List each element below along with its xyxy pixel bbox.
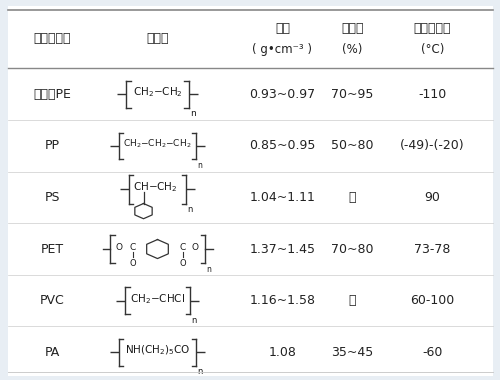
Text: (-49)-(-20): (-49)-(-20) (400, 139, 465, 152)
Text: CH−CH$_2$: CH−CH$_2$ (132, 180, 178, 194)
Text: C: C (180, 244, 186, 252)
Text: NH(CH$_2$)$_5$CO: NH(CH$_2$)$_5$CO (125, 344, 190, 357)
Text: PVC: PVC (40, 294, 65, 307)
Text: O: O (116, 244, 122, 252)
Text: PET: PET (41, 242, 64, 256)
Text: 高密度PE: 高密度PE (34, 88, 72, 101)
Text: PA: PA (45, 346, 60, 359)
Text: 1.16~1.58: 1.16~1.58 (250, 294, 316, 307)
Text: C: C (130, 244, 136, 252)
Text: 1.37~1.45: 1.37~1.45 (250, 242, 316, 256)
Text: (%): (%) (342, 43, 362, 56)
Text: n: n (206, 265, 212, 274)
Text: 1.08: 1.08 (268, 346, 296, 359)
Text: 高: 高 (349, 294, 356, 307)
Text: CH$_2$−CH$_2$: CH$_2$−CH$_2$ (132, 86, 182, 99)
Text: CH$_2$−CH$_2$−CH$_2$: CH$_2$−CH$_2$−CH$_2$ (124, 138, 192, 150)
Text: 90: 90 (424, 191, 440, 204)
Text: -60: -60 (422, 346, 442, 359)
Text: 50~80: 50~80 (331, 139, 374, 152)
Text: n: n (192, 316, 197, 325)
Text: 73-78: 73-78 (414, 242, 450, 256)
Text: 0.93~0.97: 0.93~0.97 (250, 88, 316, 101)
Text: 低: 低 (349, 191, 356, 204)
Text: O: O (179, 259, 186, 268)
Text: 微塑料种类: 微塑料种类 (34, 32, 72, 46)
Text: PS: PS (45, 191, 60, 204)
Text: n: n (188, 206, 193, 214)
Text: n: n (198, 367, 203, 377)
Text: n: n (198, 161, 202, 170)
Text: 70~80: 70~80 (331, 242, 374, 256)
Text: O: O (130, 259, 136, 268)
Text: CH$_2$−CHCl: CH$_2$−CHCl (130, 292, 185, 306)
Text: 1.04~1.11: 1.04~1.11 (250, 191, 316, 204)
Text: O: O (192, 244, 198, 252)
Text: n: n (190, 109, 196, 119)
Text: 结晶度: 结晶度 (341, 22, 364, 35)
Text: 70~95: 70~95 (332, 88, 374, 101)
Text: 0.85~0.95: 0.85~0.95 (250, 139, 316, 152)
FancyBboxPatch shape (8, 6, 492, 376)
Text: 密度: 密度 (275, 22, 290, 35)
Text: -110: -110 (418, 88, 446, 101)
Text: 玻璃化温度: 玻璃化温度 (414, 22, 451, 35)
Text: (°C): (°C) (421, 43, 444, 56)
Text: 结构式: 结构式 (146, 32, 169, 46)
Text: 60-100: 60-100 (410, 294, 455, 307)
Text: 35~45: 35~45 (332, 346, 374, 359)
Text: PP: PP (45, 139, 60, 152)
Text: ( g•cm⁻³ ): ( g•cm⁻³ ) (252, 43, 312, 56)
